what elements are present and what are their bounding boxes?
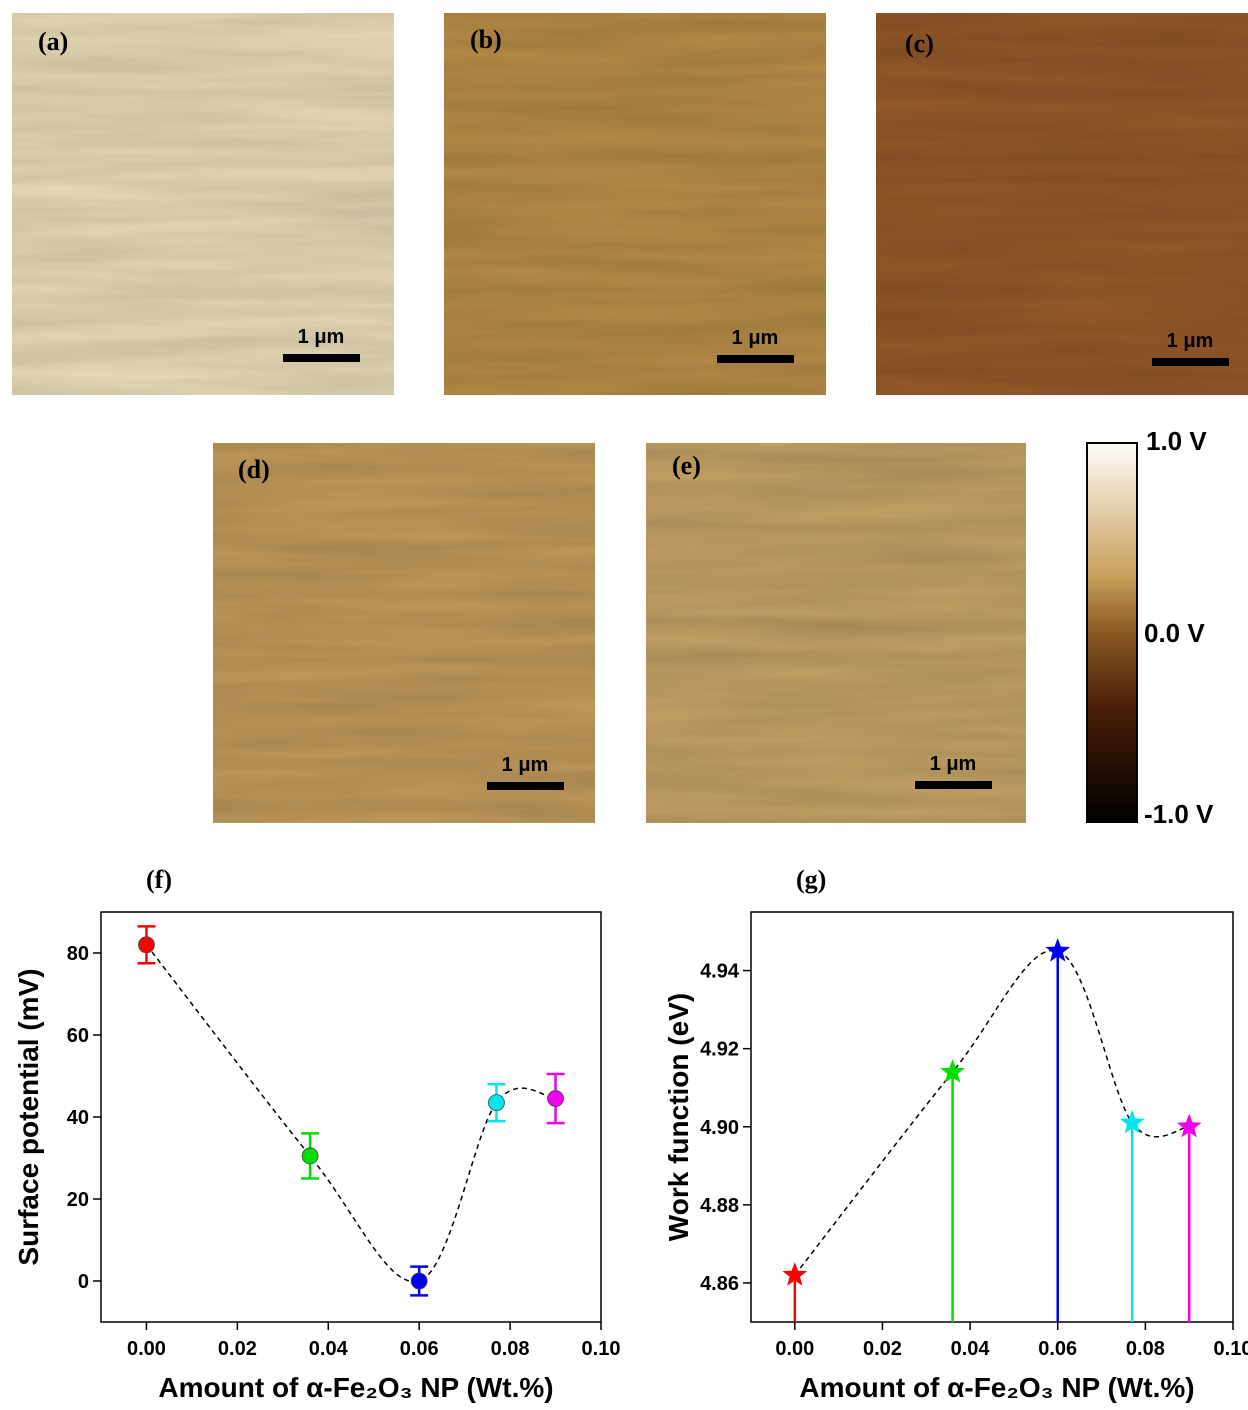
data-point — [547, 1090, 564, 1107]
chart-title: (f) — [146, 865, 172, 894]
x-tick-label: 0.08 — [1126, 1338, 1165, 1360]
x-axis-label: Amount of α-Fe₂O₃ NP (Wt.%) — [158, 1372, 553, 1403]
colorbar-label: -1.0 V — [1144, 799, 1214, 829]
trend-curve — [794, 949, 1190, 1276]
image-d — [213, 443, 595, 823]
data-point — [1119, 1109, 1145, 1134]
image-c — [876, 13, 1248, 395]
y-tick-label: 80 — [67, 943, 89, 965]
x-tick-label: 0.10 — [582, 1338, 621, 1360]
colorbar — [1086, 442, 1138, 823]
scale-bar — [915, 781, 992, 789]
scale-bar — [283, 354, 360, 362]
x-tick-label: 0.06 — [400, 1338, 439, 1360]
scale-bars: 1 μm 1 μm 1 μm 1 μm 1 μm — [283, 326, 1229, 790]
image-b — [444, 13, 826, 395]
chart-title: (g) — [796, 865, 826, 894]
y-axis-label: Work function (eV) — [663, 993, 694, 1241]
data-point — [488, 1094, 505, 1112]
scale-text: 1 μm — [502, 754, 549, 776]
data-point — [410, 1272, 428, 1290]
image-a — [12, 13, 394, 395]
panel-label: (c) — [905, 29, 934, 58]
scale-text: 1 μm — [732, 327, 779, 349]
x-tick-label: 0.08 — [491, 1338, 530, 1360]
y-tick-label: 40 — [67, 1107, 89, 1129]
x-tick-label: 0.04 — [951, 1338, 991, 1360]
data-point — [1176, 1113, 1202, 1138]
colorbar-label: 1.0 V — [1146, 426, 1207, 456]
data-point — [782, 1262, 808, 1286]
x-tick-label: 0.00 — [127, 1338, 166, 1360]
scale-bar — [487, 782, 564, 790]
x-tick-label: 0.02 — [218, 1338, 257, 1360]
y-tick-label: 4.88 — [700, 1195, 739, 1217]
data-point — [138, 936, 155, 954]
plot-frame — [750, 911, 1234, 1323]
data-point — [940, 1059, 965, 1083]
colorbar-label: 0.0 V — [1144, 618, 1205, 648]
x-tick-label: 0.10 — [1214, 1338, 1248, 1360]
panel-label: (b) — [470, 25, 502, 54]
scale-text: 1 μm — [298, 326, 345, 348]
trend-curve — [145, 944, 556, 1283]
scale-text: 1 μm — [1167, 330, 1214, 352]
y-tick-label: 4.92 — [700, 1039, 739, 1061]
x-tick-label: 0.02 — [863, 1338, 902, 1360]
x-tick-label: 0.00 — [775, 1338, 814, 1360]
y-tick-label: 4.90 — [700, 1117, 739, 1139]
panel-label: (e) — [672, 451, 701, 480]
x-tick-label: 0.04 — [309, 1338, 349, 1360]
x-axis-label: Amount of α-Fe₂O₃ NP (Wt.%) — [799, 1372, 1194, 1403]
image-e — [646, 443, 1026, 823]
kpfm-images — [12, 13, 1248, 823]
y-tick-label: 20 — [67, 1189, 89, 1211]
scale-bar — [1152, 358, 1229, 366]
scale-text: 1 μm — [930, 753, 977, 775]
scale-bar — [717, 355, 794, 363]
y-tick-label: 4.94 — [700, 961, 740, 983]
y-axis-label: Surface potential (mV) — [13, 968, 44, 1265]
y-tick-label: 0 — [78, 1271, 89, 1293]
panel-label: (a) — [38, 27, 68, 56]
y-tick-label: 4.86 — [700, 1273, 739, 1295]
y-tick-label: 60 — [67, 1025, 89, 1047]
data-point — [301, 1147, 319, 1165]
data-point — [1045, 938, 1071, 962]
x-tick-label: 0.06 — [1038, 1338, 1077, 1360]
plot-frame — [100, 911, 602, 1323]
panel-label: (d) — [238, 455, 270, 484]
